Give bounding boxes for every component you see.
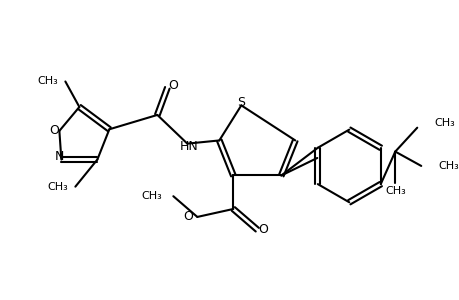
Text: CH₃: CH₃ bbox=[47, 182, 67, 192]
Text: HN: HN bbox=[179, 140, 198, 153]
Text: N: N bbox=[55, 150, 64, 163]
Text: O: O bbox=[182, 210, 192, 224]
Text: CH₃: CH₃ bbox=[437, 161, 458, 171]
Text: O: O bbox=[168, 80, 178, 92]
Text: O: O bbox=[50, 124, 59, 137]
Text: CH₃: CH₃ bbox=[141, 191, 162, 201]
Text: CH₃: CH₃ bbox=[434, 118, 454, 128]
Text: O: O bbox=[257, 223, 268, 236]
Text: S: S bbox=[237, 96, 245, 109]
Text: CH₃: CH₃ bbox=[384, 186, 405, 196]
Text: CH₃: CH₃ bbox=[37, 76, 57, 86]
